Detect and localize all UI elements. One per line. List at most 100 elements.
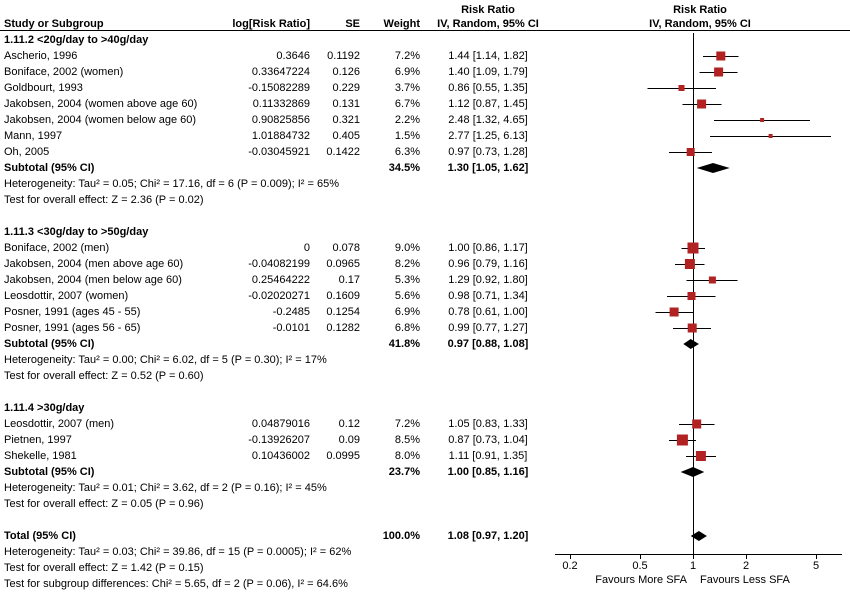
heterogeneity-note: Heterogeneity: Tau² = 0.01; Chi² = 3.62,…	[0, 480, 850, 496]
study-row: Jakobsen, 2004 (women below age 60) 0.908…	[0, 112, 850, 128]
pooled-label: Subtotal (95% CI)	[4, 466, 95, 478]
subgroup-title: 1.11.4 >30g/day	[4, 402, 85, 414]
header-log-risk-ratio: log[Risk Ratio]	[232, 18, 310, 30]
se-value: 0.405	[332, 130, 360, 142]
header-risk-ratio-text-col: Risk Ratio	[461, 4, 515, 16]
log-risk-ratio-value: 0.33647224	[251, 66, 310, 78]
weight-value: 7.2%	[394, 50, 420, 62]
header-risk-ratio-plot-col: Risk Ratio	[673, 4, 727, 16]
weight-value: 6.9%	[394, 66, 420, 78]
study-row: Goldbourt, 1993 -0.15082289 0.229 3.7% 0.86 …	[0, 80, 850, 96]
note-text: Test for overall effect: Z = 0.05 (P = 0…	[4, 498, 204, 510]
effect-square	[714, 67, 724, 77]
study-name: Leosdottir, 2007 (men)	[4, 418, 115, 430]
study-row: Mann, 1997 1.01884732 0.405 1.5% 2.77 [1.25,…	[0, 128, 850, 144]
ci-text: 0.98 [0.71, 1.34]	[448, 290, 528, 302]
rows-container: 1.11.2 <20g/day to >40g/day Ascherio, 199…	[0, 32, 850, 592]
weight-value: 34.5%	[388, 162, 420, 174]
se-value: 0.17	[338, 274, 360, 286]
se-value: 0.0995	[326, 450, 360, 462]
overall-effect-note: Test for overall effect: Z = 1.42 (P = 0…	[0, 560, 850, 576]
effect-square	[678, 85, 685, 91]
study-name: Mann, 1997	[4, 130, 63, 142]
se-value: 0.1192	[327, 50, 360, 62]
subgroup-title: 1.11.2 <20g/day to >40g/day	[4, 34, 149, 46]
note-text: Test for overall effect: Z = 1.42 (P = 0…	[4, 562, 204, 574]
study-row: Oh, 2005 -0.03045921 0.1422 6.3% 0.97 [0.73,…	[0, 144, 850, 160]
axis-tick-label: 5	[813, 560, 819, 572]
se-value: 0.09	[338, 434, 360, 446]
se-value: 0.126	[332, 66, 360, 78]
study-name: Boniface, 2002 (women)	[4, 66, 124, 78]
log-risk-ratio-value: 0	[303, 242, 310, 254]
subtotal-row: Subtotal (95% CI) 23.7% 1.00 [0.85, 1.16]	[0, 464, 850, 480]
subtotal-row: Subtotal (95% CI) 34.5% 1.30 [1.05, 1.62]	[0, 160, 850, 176]
study-row: Boniface, 2002 (men) 0 0.078 9.0% 1.00 [0.86…	[0, 240, 850, 256]
weight-value: 1.5%	[394, 130, 420, 142]
effect-square	[686, 148, 695, 156]
study-row: Boniface, 2002 (women) 0.33647224 0.126 6.9…	[0, 64, 850, 80]
study-row: Posner, 1991 (ages 56 - 65) -0.0101 0.1282…	[0, 320, 850, 336]
log-risk-ratio-value: -0.13926207	[248, 434, 310, 446]
log-risk-ratio-value: 1.01884732	[251, 130, 310, 142]
study-name: Jakobsen, 2004 (women below age 60)	[4, 114, 197, 126]
effect-square	[684, 259, 695, 269]
weight-value: 5.6%	[394, 290, 420, 302]
ci-text: 1.11 [0.91, 1.35]	[448, 450, 528, 462]
heterogeneity-note: Heterogeneity: Tau² = 0.00; Chi² = 6.02,…	[0, 352, 850, 368]
overall-effect-note: Test for overall effect: Z = 2.36 (P = 0…	[0, 192, 850, 208]
weight-value: 5.3%	[394, 274, 420, 286]
study-name: Boniface, 2002 (men)	[4, 242, 110, 254]
study-name: Leosdottir, 2007 (women)	[4, 290, 129, 302]
study-name: Jakobsen, 2004 (men above age 60)	[4, 258, 184, 270]
weight-value: 6.9%	[394, 306, 420, 318]
ci-text: 0.99 [0.77, 1.27]	[448, 322, 528, 334]
study-name: Posner, 1991 (ages 56 - 65)	[4, 322, 141, 334]
ci-text: 1.00 [0.86, 1.17]	[448, 242, 528, 254]
ci-text: 2.77 [1.25, 6.13]	[448, 130, 528, 142]
effect-square	[716, 51, 726, 61]
note-text: Test for overall effect: Z = 0.52 (P = 0…	[4, 370, 204, 382]
ci-text: 1.29 [0.92, 1.80]	[448, 274, 528, 286]
axis-tick-label: 0.2	[562, 560, 577, 572]
header-weight: Weight	[383, 18, 420, 30]
effect-square	[669, 307, 679, 317]
study-row: Ascherio, 1996 0.3646 0.1192 7.2% 1.44 [1.14…	[0, 48, 850, 64]
log-risk-ratio-value: 0.10436002	[251, 450, 310, 462]
study-name: Goldbourt, 1993	[4, 82, 83, 94]
note-text: Test for overall effect: Z = 2.36 (P = 0…	[4, 194, 204, 206]
header-study-or-subgroup: Study or Subgroup	[4, 18, 104, 30]
pooled-diamond	[680, 467, 705, 477]
subgroup-title-row: 1.11.2 <20g/day to >40g/day	[0, 32, 850, 48]
note-text: Heterogeneity: Tau² = 0.03; Chi² = 39.86…	[4, 546, 352, 558]
study-row: Jakobsen, 2004 (women above age 60) 0.113…	[0, 96, 850, 112]
weight-value: 100.0%	[382, 530, 420, 542]
effect-square	[687, 292, 696, 300]
effect-square	[708, 276, 716, 284]
ci-text: 1.30 [1.05, 1.62]	[447, 162, 529, 174]
log-risk-ratio-value: -0.15082289	[248, 82, 310, 94]
study-row: Pietnen, 1997 -0.13926207 0.09 8.5% 0.87 [0.…	[0, 432, 850, 448]
ci-text: 2.48 [1.32, 4.65]	[448, 114, 528, 126]
se-value: 0.1609	[326, 290, 360, 302]
pooled-diamond	[696, 163, 730, 173]
effect-square	[760, 118, 765, 122]
ci-text: 0.96 [0.79, 1.16]	[448, 258, 528, 270]
effect-square	[697, 99, 707, 109]
effect-square	[695, 451, 706, 461]
ci-text: 0.97 [0.73, 1.28]	[448, 146, 528, 158]
weight-value: 23.7%	[388, 466, 420, 478]
subgroup-title-row: 1.11.3 <30g/day to >50g/day	[0, 224, 850, 240]
study-name: Ascherio, 1996	[4, 50, 78, 62]
ci-text: 1.44 [1.14, 1.82]	[448, 50, 528, 62]
study-row: Jakobsen, 2004 (men below age 60) 0.25464…	[0, 272, 850, 288]
favours-right-label: Favours Less SFA	[700, 574, 791, 586]
header-method-text-col: IV, Random, 95% CI	[437, 18, 539, 30]
ci-text: 0.97 [0.88, 1.08]	[447, 338, 529, 350]
log-risk-ratio-value: 0.11332869	[252, 98, 310, 110]
log-risk-ratio-value: 0.90825856	[251, 114, 310, 126]
forest-plot-canvas: 0.2 0.5 1 2 5 Favours More SFA Favours Less SF…	[555, 33, 842, 586]
subgroup-diff-note: Test for subgroup differences: Chi² = 5.…	[0, 576, 850, 592]
ci-text: 1.08 [0.97, 1.20]	[447, 530, 529, 542]
